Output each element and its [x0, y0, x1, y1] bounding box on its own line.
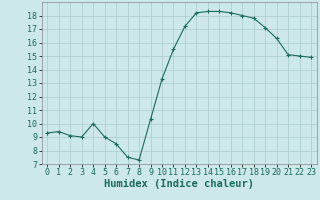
X-axis label: Humidex (Indice chaleur): Humidex (Indice chaleur)	[104, 179, 254, 189]
